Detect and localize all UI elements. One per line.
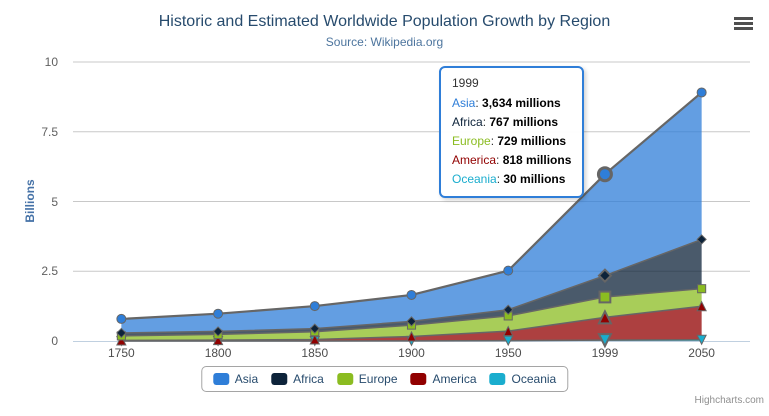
tooltip-series-label: Oceania: [452, 172, 497, 186]
legend-item-label: Asia: [234, 372, 259, 386]
legend: Asia Africa Europe America Oceania: [200, 366, 569, 392]
tooltip-series-label: Asia: [452, 96, 476, 110]
marker-asia-1750[interactable]: [116, 313, 127, 324]
marker-africa-1850[interactable]: [309, 323, 320, 334]
legend-item-africa[interactable]: Africa: [271, 372, 324, 386]
x-axis-label: 2050: [688, 346, 715, 360]
x-axis-label: 1750: [107, 346, 135, 360]
tooltip-rows: Asia: 3,634 millions Africa: 767 millions…: [452, 94, 571, 189]
x-axis-label: 1950: [494, 346, 522, 360]
marker-america-1850[interactable]: [309, 333, 321, 345]
marker-asia-2050[interactable]: [696, 87, 707, 98]
marker-asia-1850[interactable]: [309, 301, 320, 312]
legend-swatch-icon: [489, 373, 506, 385]
tooltip-row: Oceania: 30 millions: [452, 172, 566, 186]
chart-title: Historic and Estimated Worldwide Populat…: [158, 13, 611, 30]
x-axis-label: 1850: [301, 346, 329, 360]
marker-america-2050[interactable]: [696, 300, 707, 312]
marker-oceania-1999[interactable]: [597, 333, 613, 349]
hamburger-icon: [734, 17, 753, 20]
y-axis-label: 0: [51, 334, 58, 348]
marker-asia-1999[interactable]: [596, 166, 613, 183]
marker-africa-1750[interactable]: [116, 327, 127, 339]
marker-america-1999[interactable]: [597, 309, 613, 325]
tooltip-value: 729 millions: [497, 134, 567, 148]
export-menu-button[interactable]: [734, 17, 753, 30]
marker-africa-1800[interactable]: [212, 326, 224, 337]
marker-asia-1800[interactable]: [213, 308, 224, 319]
marker-asia-1950[interactable]: [503, 265, 514, 276]
marker-africa-1999[interactable]: [597, 268, 613, 284]
tooltip-row: Asia: 3,634 millions: [452, 96, 561, 110]
marker-africa-1900[interactable]: [406, 316, 417, 327]
tooltip-row: America: 818 millions: [452, 153, 572, 167]
tooltip-row: Africa: 767 millions: [452, 115, 559, 129]
marker-europe-1999[interactable]: [598, 290, 612, 304]
marker-america-1800[interactable]: [212, 334, 224, 346]
y-axis-label: 2.5: [41, 264, 58, 279]
tooltip-value: 767 millions: [489, 115, 559, 129]
tooltip-value: 30 millions: [503, 172, 566, 186]
x-axis-label: 1999: [591, 346, 619, 360]
marker-america-1950[interactable]: [502, 325, 514, 337]
tooltip-header: 1999: [452, 76, 479, 90]
legend-swatch-icon: [271, 373, 288, 385]
legend-item-label: America: [432, 372, 477, 386]
tooltip-value: 3,634 millions: [482, 96, 561, 110]
legend-item-label: Oceania: [511, 372, 557, 386]
area-asia[interactable]: [121, 92, 702, 333]
x-axis-label: 1900: [398, 346, 425, 360]
legend-item-label: Europe: [358, 372, 398, 386]
legend-item-asia[interactable]: Asia: [212, 372, 259, 386]
legend-item-label: Africa: [293, 372, 324, 386]
tooltip-series-label: Europe: [452, 134, 491, 148]
tooltip-value: 818 millions: [502, 153, 572, 167]
marker-oceania-2050[interactable]: [696, 334, 707, 346]
tooltip-series-label: Africa: [452, 115, 483, 129]
marker-america-1900[interactable]: [406, 330, 417, 342]
hamburger-icon: [734, 27, 753, 30]
legend-item-america[interactable]: America: [410, 372, 477, 386]
legend-swatch-icon: [212, 373, 229, 385]
tooltip-series-label: America: [452, 153, 497, 167]
credits-link[interactable]: Highcharts.com: [694, 395, 764, 406]
legend-swatch-icon: [336, 373, 353, 385]
tooltip: 1999 Asia: 3,634 millions Africa: 767 mil…: [439, 66, 585, 198]
y-axis-label: 10: [44, 55, 58, 69]
marker-africa-1950[interactable]: [503, 304, 514, 315]
hamburger-icon: [734, 22, 753, 25]
y-axis-label: 5: [51, 194, 58, 209]
marker-europe-2050[interactable]: [697, 284, 707, 294]
y-axis-label: 7.5: [41, 124, 58, 139]
chart-subtitle: Source: Wikipedia.org: [325, 35, 444, 49]
tooltip-row: Europe: 729 millions: [452, 134, 567, 148]
x-axis-label: 1800: [204, 346, 232, 360]
legend-item-oceania[interactable]: Oceania: [489, 372, 557, 386]
area-africa[interactable]: [121, 239, 702, 336]
area-america[interactable]: [121, 306, 702, 341]
legend-item-europe[interactable]: Europe: [336, 372, 398, 386]
marker-asia-1900[interactable]: [406, 289, 417, 300]
marker-africa-2050[interactable]: [696, 234, 707, 245]
legend-swatch-icon: [410, 373, 427, 385]
